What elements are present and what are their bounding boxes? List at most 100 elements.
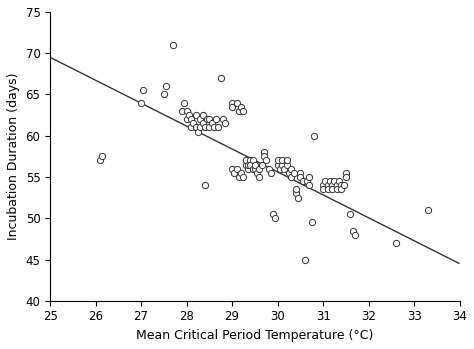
Point: [328, 183, 336, 188]
Point: [249, 166, 256, 171]
Point: [96, 158, 104, 163]
Point: [183, 117, 191, 122]
Point: [178, 108, 186, 114]
Point: [228, 104, 236, 110]
Point: [233, 166, 240, 171]
Point: [162, 83, 170, 89]
Point: [240, 174, 247, 180]
Point: [260, 149, 268, 155]
Point: [342, 174, 350, 180]
Point: [217, 75, 225, 81]
Point: [287, 174, 295, 180]
Point: [194, 129, 202, 134]
Point: [160, 92, 168, 97]
Point: [276, 166, 283, 171]
Point: [297, 174, 304, 180]
Point: [192, 125, 200, 130]
Point: [319, 187, 327, 192]
Point: [349, 228, 356, 233]
X-axis label: Mean Critical Period Temperature (°C): Mean Critical Period Temperature (°C): [136, 329, 374, 342]
Point: [192, 112, 200, 118]
Point: [281, 166, 288, 171]
Point: [190, 120, 197, 126]
Point: [308, 220, 316, 225]
Point: [392, 240, 400, 246]
Point: [187, 125, 195, 130]
Point: [255, 166, 263, 171]
Point: [237, 104, 245, 110]
Point: [228, 166, 236, 171]
Point: [297, 170, 304, 176]
Point: [246, 162, 254, 168]
Point: [183, 108, 191, 114]
Point: [263, 158, 270, 163]
Point: [324, 187, 331, 192]
Point: [287, 166, 295, 171]
Point: [272, 215, 279, 221]
Point: [201, 183, 209, 188]
Point: [340, 183, 347, 188]
Point: [333, 187, 340, 192]
Point: [208, 120, 215, 126]
Point: [196, 125, 204, 130]
Point: [285, 170, 293, 176]
Point: [306, 183, 313, 188]
Point: [240, 108, 247, 114]
Point: [321, 178, 329, 184]
Point: [337, 183, 345, 188]
Point: [303, 178, 311, 184]
Point: [283, 158, 291, 163]
Point: [235, 108, 243, 114]
Point: [294, 195, 302, 200]
Point: [255, 174, 263, 180]
Point: [299, 178, 306, 184]
Point: [264, 166, 272, 171]
Point: [242, 158, 249, 163]
Point: [199, 120, 206, 126]
Point: [99, 154, 106, 159]
Point: [235, 174, 243, 180]
Point: [249, 158, 256, 163]
Point: [237, 170, 245, 176]
Point: [230, 170, 238, 176]
Point: [187, 117, 195, 122]
Point: [206, 125, 213, 130]
Point: [221, 120, 229, 126]
Point: [306, 174, 313, 180]
Point: [201, 125, 209, 130]
Point: [185, 112, 192, 118]
Point: [274, 158, 282, 163]
Point: [331, 178, 338, 184]
Point: [335, 178, 343, 184]
Point: [269, 211, 277, 217]
Point: [351, 232, 359, 238]
Point: [251, 162, 259, 168]
Point: [258, 162, 265, 168]
Point: [333, 183, 340, 188]
Point: [196, 117, 204, 122]
Point: [210, 125, 218, 130]
Point: [169, 42, 177, 48]
Point: [215, 125, 222, 130]
Point: [424, 207, 431, 213]
Point: [246, 158, 254, 163]
Point: [290, 170, 297, 176]
Point: [244, 162, 252, 168]
Point: [326, 178, 334, 184]
Point: [292, 187, 300, 192]
Point: [242, 162, 249, 168]
Point: [292, 191, 300, 196]
Point: [212, 117, 220, 122]
Point: [310, 133, 318, 139]
Point: [267, 170, 274, 176]
Point: [283, 162, 291, 168]
Point: [346, 211, 354, 217]
Point: [278, 158, 286, 163]
Point: [253, 170, 261, 176]
Point: [342, 170, 350, 176]
Y-axis label: Incubation Duration (days): Incubation Duration (days): [7, 73, 20, 240]
Point: [199, 112, 206, 118]
Point: [324, 183, 331, 188]
Point: [181, 100, 188, 105]
Point: [319, 183, 327, 188]
